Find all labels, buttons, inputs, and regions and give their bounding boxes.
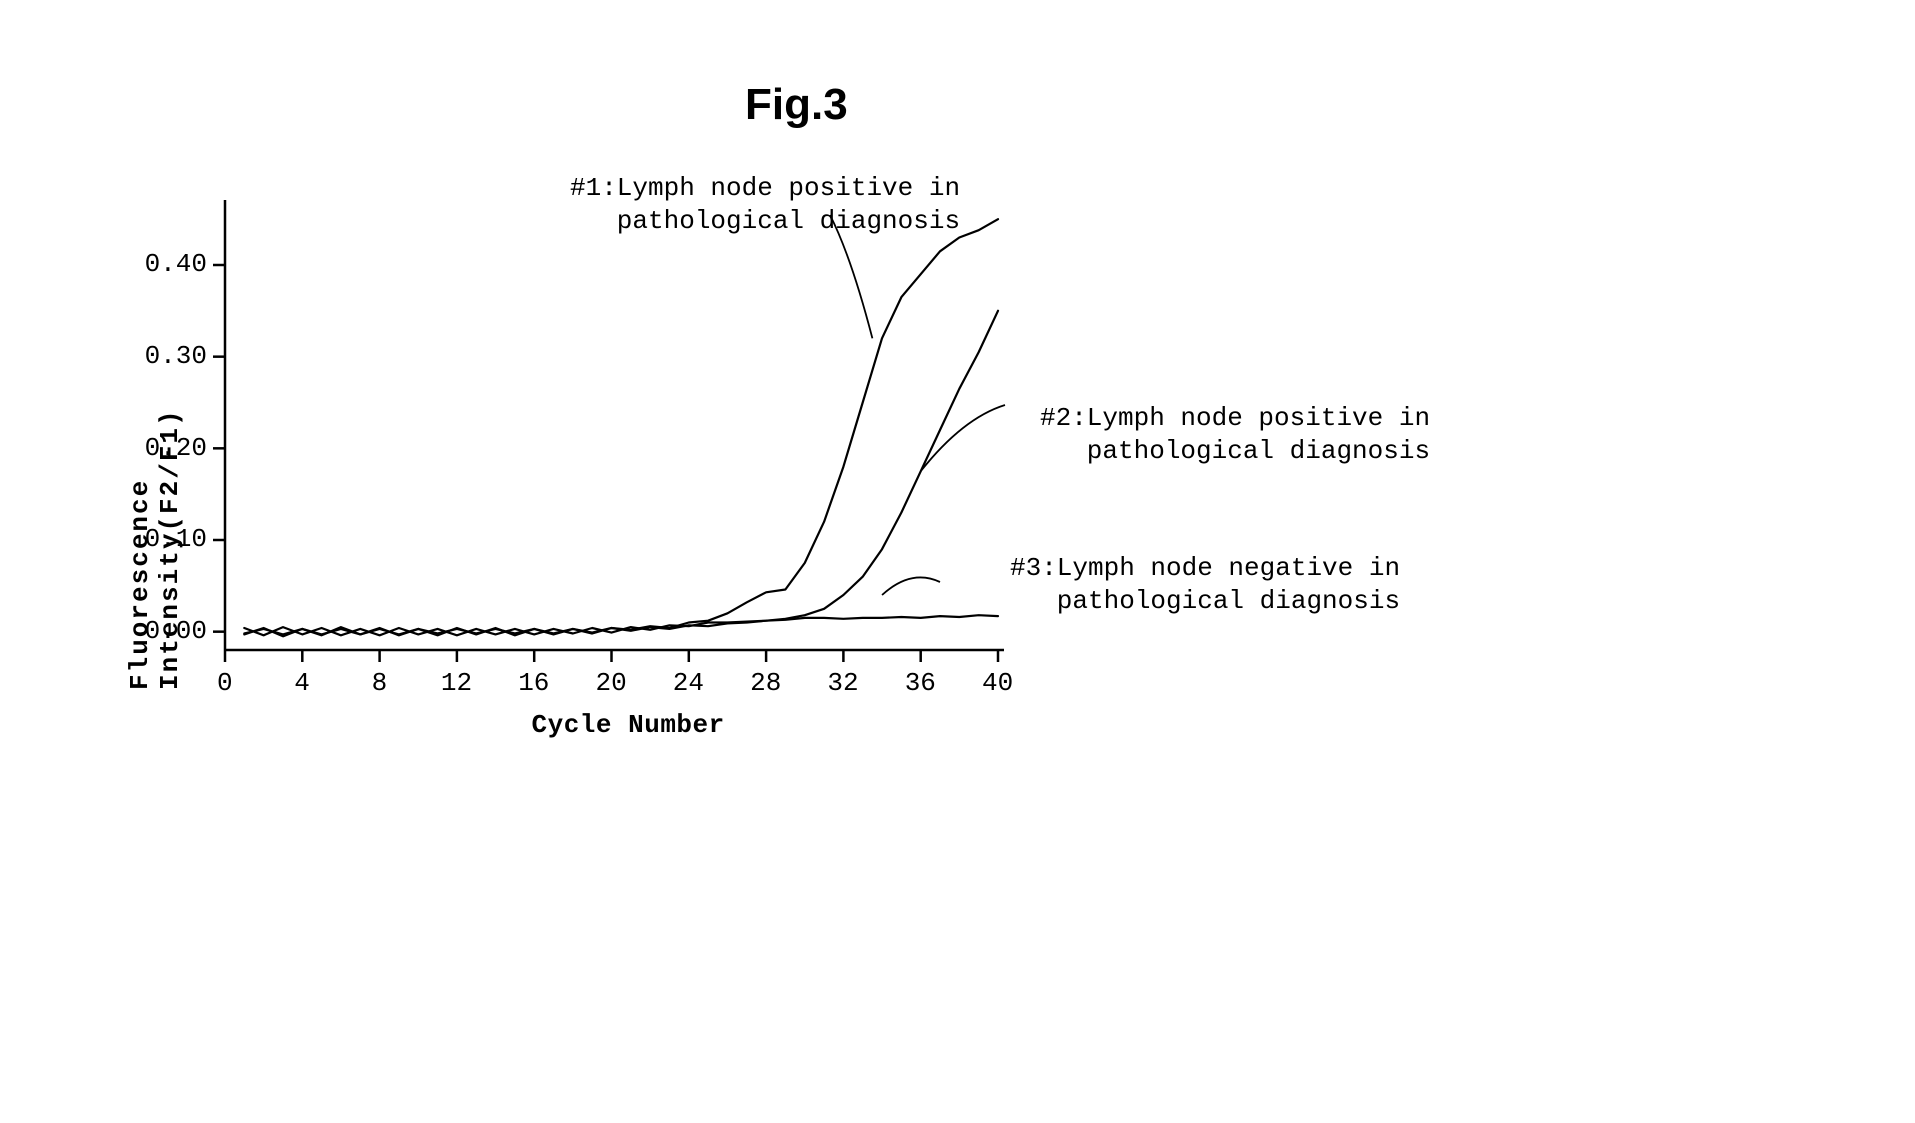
y-tick-label: 0.10 [145, 524, 207, 554]
y-tick-label: 0.40 [145, 249, 207, 279]
series-annotation-s2: #2:Lymph node positive in pathological d… [1040, 402, 1430, 467]
x-tick-label: 16 [518, 668, 549, 698]
y-tick-label: 0.20 [145, 433, 207, 463]
x-tick-label: 40 [982, 668, 1013, 698]
x-tick-label: 4 [294, 668, 310, 698]
figure-container: Fig.3 Fluorescence Intensity(F2/F1) Cycl… [0, 0, 1915, 1123]
series-annotation-s3: #3:Lymph node negative in pathological d… [1010, 552, 1400, 617]
x-tick-label: 36 [905, 668, 936, 698]
x-tick-label: 8 [372, 668, 388, 698]
x-tick-label: 24 [673, 668, 704, 698]
x-tick-label: 32 [827, 668, 858, 698]
x-tick-label: 28 [750, 668, 781, 698]
series-annotation-s1: #1:Lymph node positive in pathological d… [570, 172, 960, 237]
chart-svg [0, 0, 1915, 1123]
x-tick-label: 0 [217, 668, 233, 698]
y-tick-label: 0.00 [145, 616, 207, 646]
x-tick-label: 20 [596, 668, 627, 698]
x-tick-label: 12 [441, 668, 472, 698]
y-tick-label: 0.30 [145, 341, 207, 371]
